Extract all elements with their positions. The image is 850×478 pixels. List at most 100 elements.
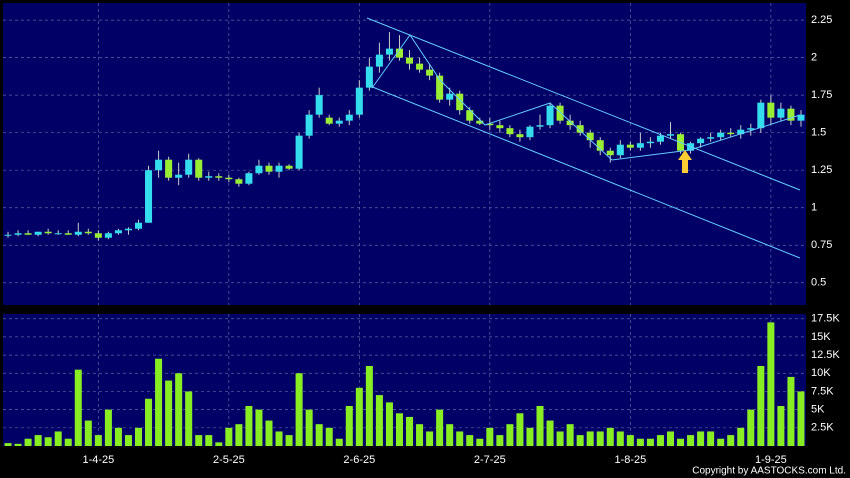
- volume-bar: [24, 438, 32, 446]
- arrow: [678, 150, 692, 173]
- y-tick-label: 10K: [811, 367, 831, 379]
- volume-bar: [34, 435, 42, 446]
- candle-body: [476, 120, 484, 124]
- volume-bar: [275, 431, 283, 446]
- candle-body: [165, 159, 173, 178]
- volume-bar: [626, 435, 634, 446]
- candle-body: [506, 128, 514, 135]
- candle-body: [767, 102, 775, 118]
- candle-body: [556, 105, 564, 121]
- volume-bar: [446, 424, 454, 446]
- price-panel: [3, 3, 806, 305]
- candle-body: [646, 141, 654, 144]
- volume-bar: [506, 424, 514, 446]
- volume-bar: [74, 369, 82, 446]
- volume-bar: [245, 406, 253, 446]
- volume-bar: [4, 443, 12, 446]
- candle-body: [727, 132, 735, 135]
- candle-body: [195, 159, 203, 178]
- candle-body: [365, 66, 373, 88]
- candle-body: [466, 110, 474, 121]
- trend-line: [366, 17, 801, 191]
- candle-body: [64, 233, 72, 235]
- volume-bar: [566, 424, 574, 446]
- volume-bar: [14, 443, 22, 446]
- marks: [4, 32, 805, 446]
- candle-body: [315, 95, 323, 115]
- volume-bar: [365, 366, 373, 446]
- candle-body: [215, 176, 223, 178]
- candle-body: [456, 93, 464, 111]
- candle-body: [606, 150, 614, 156]
- volume-bar: [195, 435, 203, 446]
- candle-body: [335, 120, 343, 124]
- volume-bar: [145, 398, 153, 446]
- volume-bar: [616, 431, 624, 446]
- trend-line: [369, 85, 801, 259]
- candle-body: [305, 114, 313, 136]
- volume-bar: [225, 427, 233, 446]
- candle-body: [94, 233, 102, 238]
- candle-body: [797, 114, 805, 121]
- candle-body: [175, 174, 183, 178]
- volume-bar: [155, 358, 163, 446]
- y-tick-label: 7.5K: [811, 385, 834, 397]
- candle-body: [104, 233, 112, 238]
- x-tick-label: 1-4-25: [82, 454, 114, 466]
- volume-bar: [436, 409, 444, 446]
- volume-bar: [677, 438, 685, 446]
- volume-bar: [546, 420, 554, 446]
- volume-bar: [516, 413, 524, 446]
- volume-bar: [666, 431, 675, 446]
- candle-body: [777, 108, 785, 118]
- y-tick-label: 0.75: [811, 239, 832, 251]
- volume-bar: [697, 431, 705, 446]
- volume-bar: [606, 427, 614, 446]
- y-tick-label: 17.5K: [811, 313, 840, 325]
- volume-bar: [717, 438, 725, 446]
- volume-bar: [375, 395, 383, 446]
- volume-bar: [727, 435, 735, 446]
- candle-body: [345, 114, 353, 121]
- volume-bar: [395, 413, 403, 446]
- candle-body: [395, 48, 403, 58]
- candle-body: [34, 231, 42, 235]
- y-tick-label: 1.5: [811, 127, 826, 139]
- candle-body: [205, 176, 213, 178]
- trend-line: [371, 34, 801, 161]
- y-tick-label: 1.25: [811, 164, 832, 176]
- y-tick-label: 1: [811, 202, 817, 214]
- volume-bar: [305, 409, 313, 446]
- candle-body: [406, 57, 414, 64]
- volume-bar: [295, 373, 303, 446]
- volume-bar: [185, 391, 193, 446]
- volume-bar: [325, 427, 333, 446]
- candle-body: [426, 69, 434, 76]
- volume-bar: [586, 431, 594, 446]
- candle-body: [355, 87, 363, 115]
- trend-lines: [366, 17, 801, 259]
- volume-bar: [315, 424, 323, 446]
- volume-bar: [687, 435, 695, 446]
- candle-body: [185, 159, 193, 175]
- candle-body: [566, 120, 574, 126]
- volume-bar: [64, 438, 72, 446]
- volume-bar: [466, 435, 474, 446]
- x-tick-label: 2-6-25: [343, 454, 375, 466]
- candle-body: [235, 179, 243, 184]
- candle-body: [114, 230, 122, 234]
- x-tick-label: 2-5-25: [213, 454, 245, 466]
- grid: [3, 3, 806, 446]
- volume-bar: [747, 409, 755, 446]
- volume-bar: [124, 435, 132, 446]
- candle-body: [155, 159, 163, 171]
- candle-body: [124, 228, 132, 231]
- candle-body: [707, 137, 715, 139]
- volume-bar: [345, 406, 353, 446]
- candle-body: [697, 138, 705, 144]
- volume-bar: [636, 438, 644, 446]
- volume-bar: [426, 431, 434, 446]
- volume-bar: [416, 424, 424, 446]
- volume-bar: [496, 435, 504, 446]
